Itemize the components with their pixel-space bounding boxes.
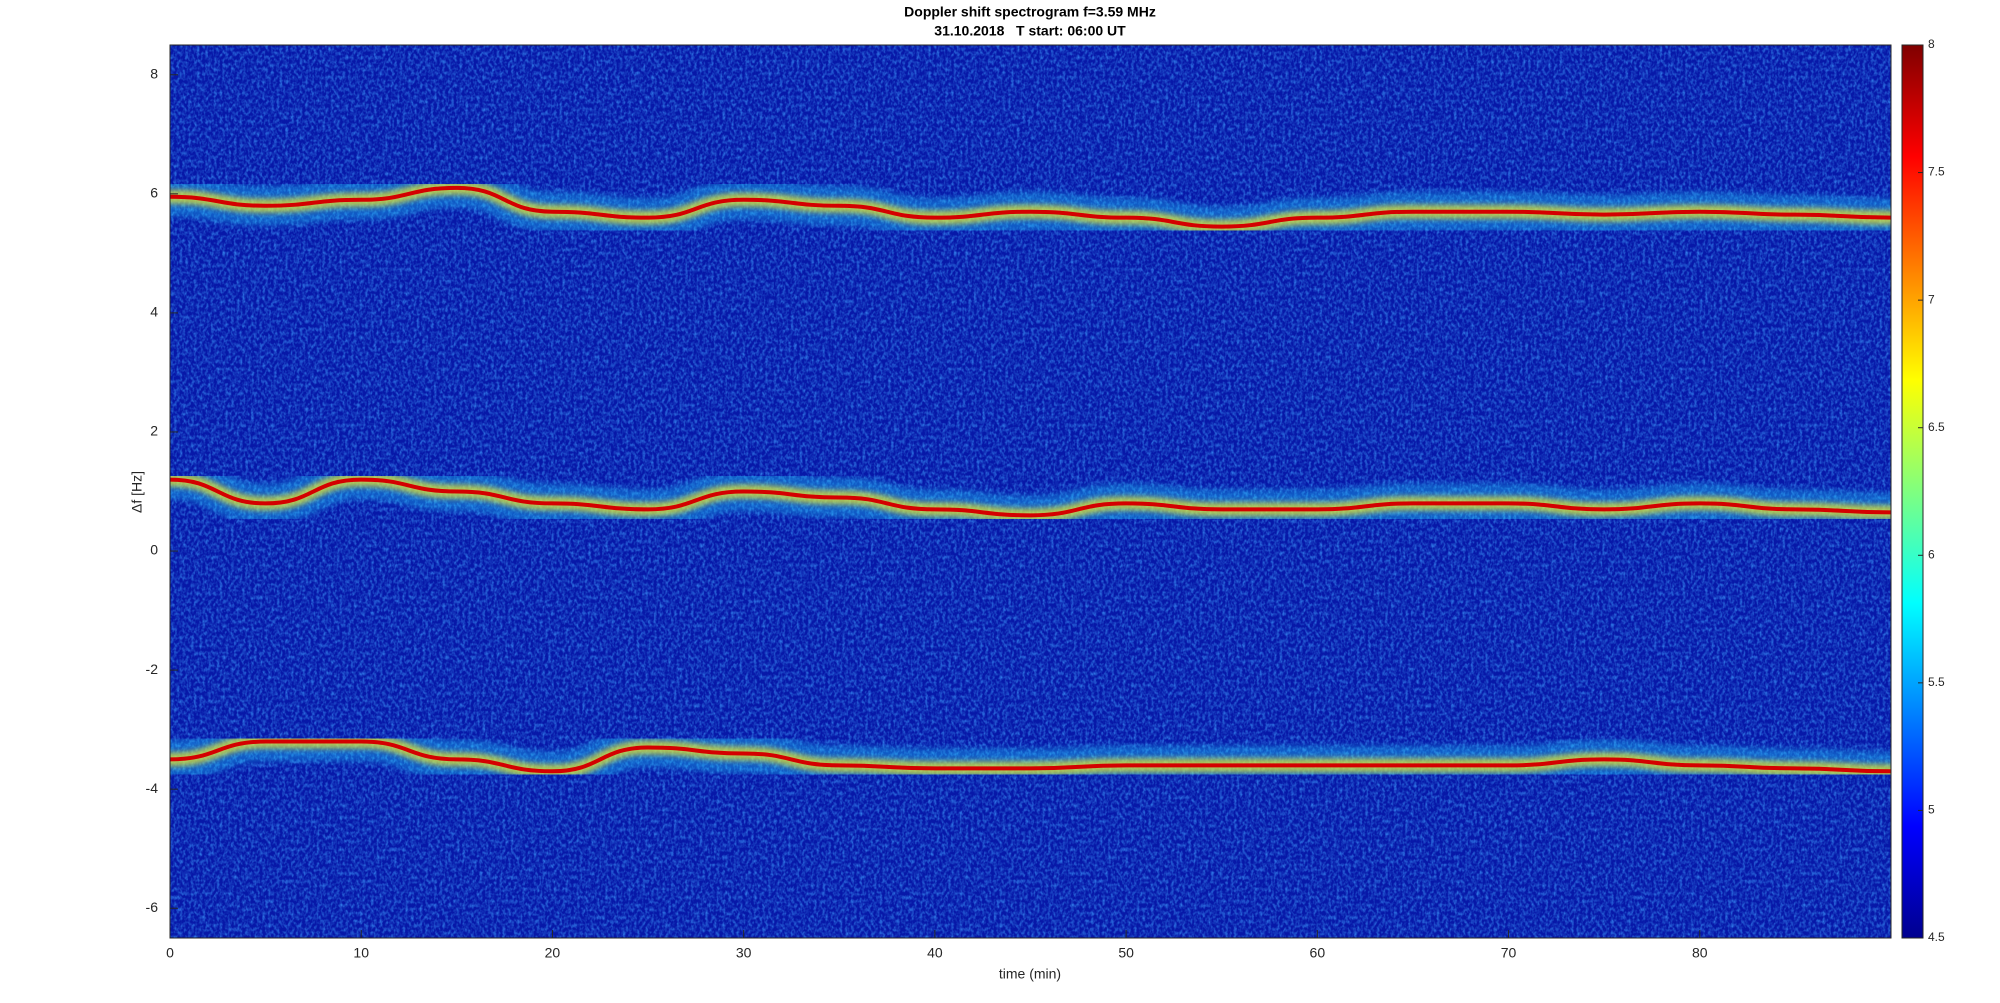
x-tick-label: 60 (1310, 945, 1326, 961)
x-tick-label: 30 (736, 945, 752, 961)
y-tick-label: -2 (146, 661, 159, 677)
trace (170, 477, 1891, 518)
x-tick-label: 10 (353, 945, 369, 961)
y-tick-label: -6 (146, 899, 159, 915)
x-axis-label: time (min) (999, 966, 1061, 982)
y-tick-label: 2 (150, 423, 158, 439)
plot-frame (169, 44, 1892, 939)
trace (170, 739, 1891, 774)
chart-subtitle: 31.10.2018 T start: 06:00 UT (934, 23, 1126, 39)
colorbar-tick-label: 5.5 (1928, 675, 1945, 689)
y-tick-label: 0 (150, 542, 158, 558)
colorbar-tick-label: 8 (1928, 37, 1935, 51)
colorbar-tick-label: 7 (1928, 292, 1935, 306)
trace (170, 185, 1891, 229)
y-tick-label: 8 (150, 65, 158, 81)
chart-title: Doppler shift spectrogram f=3.59 MHz (904, 4, 1156, 20)
colorbar-tick-label: 5 (1928, 803, 1935, 817)
colorbar-tick-label: 6 (1928, 547, 1935, 561)
x-tick-label: 20 (545, 945, 561, 961)
x-tick-label: 80 (1692, 945, 1708, 961)
x-tick-label: 70 (1501, 945, 1517, 961)
x-tick-label: 50 (1118, 945, 1134, 961)
x-tick-label: 0 (166, 945, 174, 961)
traces (170, 167, 1891, 792)
colorbar (1901, 44, 1924, 939)
x-tick-label: 40 (927, 945, 943, 961)
y-tick-label: -4 (146, 780, 159, 796)
y-axis-label: Δf [Hz] (129, 471, 145, 513)
colorbar-tick-label: 6.5 (1928, 420, 1945, 434)
colorbar-tick-label: 7.5 (1928, 165, 1945, 179)
y-tick-label: 4 (150, 304, 158, 320)
colorbar-tick-label: 4.5 (1928, 930, 1945, 944)
y-tick-label: 6 (150, 185, 158, 201)
